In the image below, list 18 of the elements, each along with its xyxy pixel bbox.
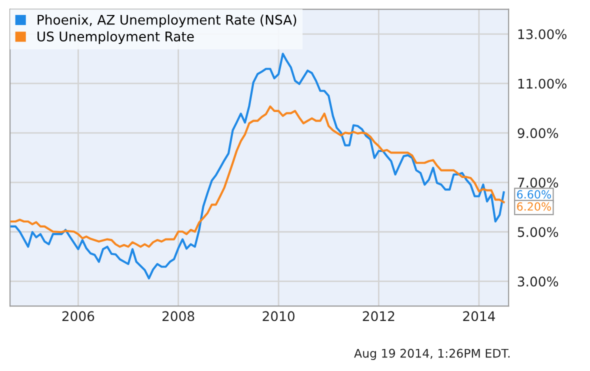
x-tick-label: 2006 — [62, 311, 94, 322]
x-tick-label: 2012 — [362, 311, 394, 322]
x-tick-label: 2008 — [162, 311, 194, 322]
line-series — [10, 105, 505, 248]
y-tick-label: 11.00% — [518, 78, 566, 89]
annotation: 6.60% — [517, 190, 551, 199]
annotation: 6.20% — [517, 202, 551, 211]
legend-label: Phoenix, AZ Unemployment Rate (NSA) — [38, 14, 296, 28]
line-series — [10, 52, 505, 280]
x-tick-label: 2010 — [262, 311, 294, 322]
text: Aug 19 2014, 1:26PM EDT. — [354, 348, 510, 360]
y-tick-label: 9.00% — [518, 128, 558, 138]
y-tick-label: 7.00% — [518, 178, 558, 188]
legend-label: US Unemployment Rate — [38, 31, 194, 44]
y-tick-label: 5.00% — [518, 227, 558, 238]
x-tick-label: 2014 — [463, 311, 496, 322]
y-tick-label: 3.00% — [518, 276, 558, 287]
y-tick-label: 13.00% — [518, 29, 566, 40]
